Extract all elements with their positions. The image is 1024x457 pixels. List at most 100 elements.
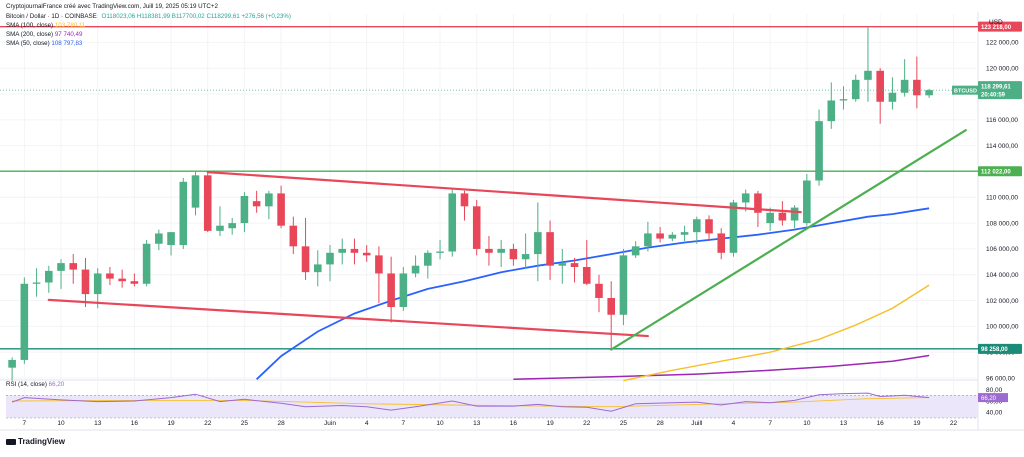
- rsi-ma-line: [12, 397, 930, 408]
- candle: [350, 238, 359, 265]
- sma100-line: [623, 284, 930, 382]
- x-tick-label: 19: [546, 420, 554, 427]
- candle: [680, 225, 689, 242]
- sma100-value: 103 780,11: [54, 22, 86, 29]
- candle: [106, 266, 114, 286]
- tag-symbol-text: BTCUSD: [954, 88, 977, 94]
- candle: [448, 189, 457, 257]
- price-levels: [0, 25, 978, 350]
- sma100-legend[interactable]: SMA (100, close) 103 780,11: [6, 22, 85, 30]
- candle-body: [644, 233, 652, 247]
- x-tick-label: 22: [950, 420, 958, 427]
- candle-body: [913, 79, 921, 96]
- candle: [485, 236, 493, 266]
- candle: [546, 220, 554, 280]
- candle: [399, 266, 408, 311]
- candle-body: [497, 248, 505, 253]
- candle-body: [313, 264, 322, 273]
- candle-body: [900, 79, 909, 93]
- currency-label[interactable]: USD: [989, 19, 1003, 26]
- candle: [216, 206, 224, 237]
- candle-body: [680, 232, 689, 235]
- symbol-line[interactable]: Bitcoin / Dollar · 1D · COINBASE O118023…: [6, 13, 291, 21]
- candle-body: [387, 273, 395, 308]
- x-tick-label: Juin: [324, 420, 336, 427]
- tag-last-price-text: 20:40:59: [981, 92, 1006, 98]
- y-tick-label: 96 000,00: [986, 375, 1015, 382]
- trendline-red-upper: [206, 171, 802, 214]
- rsi-legend[interactable]: RSI (14, close) 66,20: [6, 381, 64, 389]
- x-tick-label: 19: [913, 420, 921, 427]
- tag-last-price: 118 299,61 20:40:59: [978, 81, 1022, 100]
- tradingview-logo-icon: [6, 438, 16, 445]
- y-tick-label: 104 000,00: [986, 272, 1019, 279]
- y-tick-label: 108 000,00: [986, 220, 1019, 227]
- candle: [191, 171, 200, 216]
- candle: [766, 207, 774, 231]
- candle-body: [546, 232, 554, 266]
- candle-body: [925, 90, 933, 96]
- rsi-value-tag: 66,20: [978, 393, 1008, 403]
- candle-body: [839, 99, 848, 101]
- candle: [265, 190, 273, 220]
- tradingview-logo[interactable]: TradingView: [6, 437, 65, 446]
- candle: [301, 217, 310, 280]
- candle: [130, 273, 139, 287]
- rsi-line: [11, 392, 930, 412]
- trendline-red-lower: [47, 298, 649, 338]
- x-tick-label: 16: [510, 420, 518, 427]
- candle: [582, 239, 591, 286]
- candle-body: [619, 255, 628, 315]
- candle: [619, 248, 628, 326]
- candle-body: [485, 248, 493, 253]
- candle: [693, 216, 701, 244]
- candle: [387, 256, 395, 323]
- candle-body: [595, 283, 603, 298]
- rsi-band: [6, 395, 978, 418]
- candle-body: [216, 225, 224, 231]
- x-tick-label: 25: [241, 420, 249, 427]
- x-tick-label: 22: [583, 420, 591, 427]
- candle: [570, 257, 579, 283]
- candle-body: [521, 254, 530, 260]
- y-tick-label: 100 000,00: [986, 324, 1019, 331]
- rsi-value: 66,20: [48, 381, 65, 388]
- symbol-name: Bitcoin / Dollar · 1D · COINBASE: [6, 13, 97, 20]
- candle-body: [277, 193, 285, 226]
- sma200-value: 97 740,49: [54, 31, 83, 38]
- sma50-label: SMA (50, close): [6, 40, 50, 47]
- x-tick-label: 7: [23, 420, 27, 427]
- candle: [179, 177, 188, 249]
- candle-body: [106, 273, 114, 279]
- candle-body: [167, 232, 175, 246]
- candle-body: [265, 193, 273, 207]
- candle-body: [301, 246, 310, 273]
- candle: [472, 199, 481, 256]
- candle-body: [607, 297, 615, 315]
- candle: [558, 248, 567, 284]
- candle: [534, 202, 542, 282]
- x-tick-label: 4: [732, 420, 736, 427]
- candle: [93, 268, 102, 309]
- candle-body: [582, 266, 591, 284]
- candle-body: [142, 243, 151, 284]
- candle: [864, 26, 872, 102]
- candle-body: [93, 273, 102, 295]
- sma200-legend[interactable]: SMA (200, close) 97 740,49: [6, 31, 82, 39]
- sma200-label: SMA (200, close): [6, 31, 54, 38]
- candles: [8, 26, 933, 381]
- x-tick-label: 25: [620, 420, 628, 427]
- candle-body: [693, 219, 701, 233]
- candle: [313, 250, 322, 287]
- y-tick-label: 106 000,00: [986, 246, 1019, 253]
- sma50-legend[interactable]: SMA (50, close) 108 797,83: [6, 40, 82, 48]
- sma100-label: SMA (100, close): [6, 22, 54, 29]
- candle: [803, 174, 811, 226]
- candle-body: [509, 248, 518, 260]
- candle: [69, 254, 78, 284]
- candle-body: [338, 248, 347, 253]
- candle: [717, 228, 726, 260]
- y-tick-label: 110 000,00: [986, 195, 1018, 202]
